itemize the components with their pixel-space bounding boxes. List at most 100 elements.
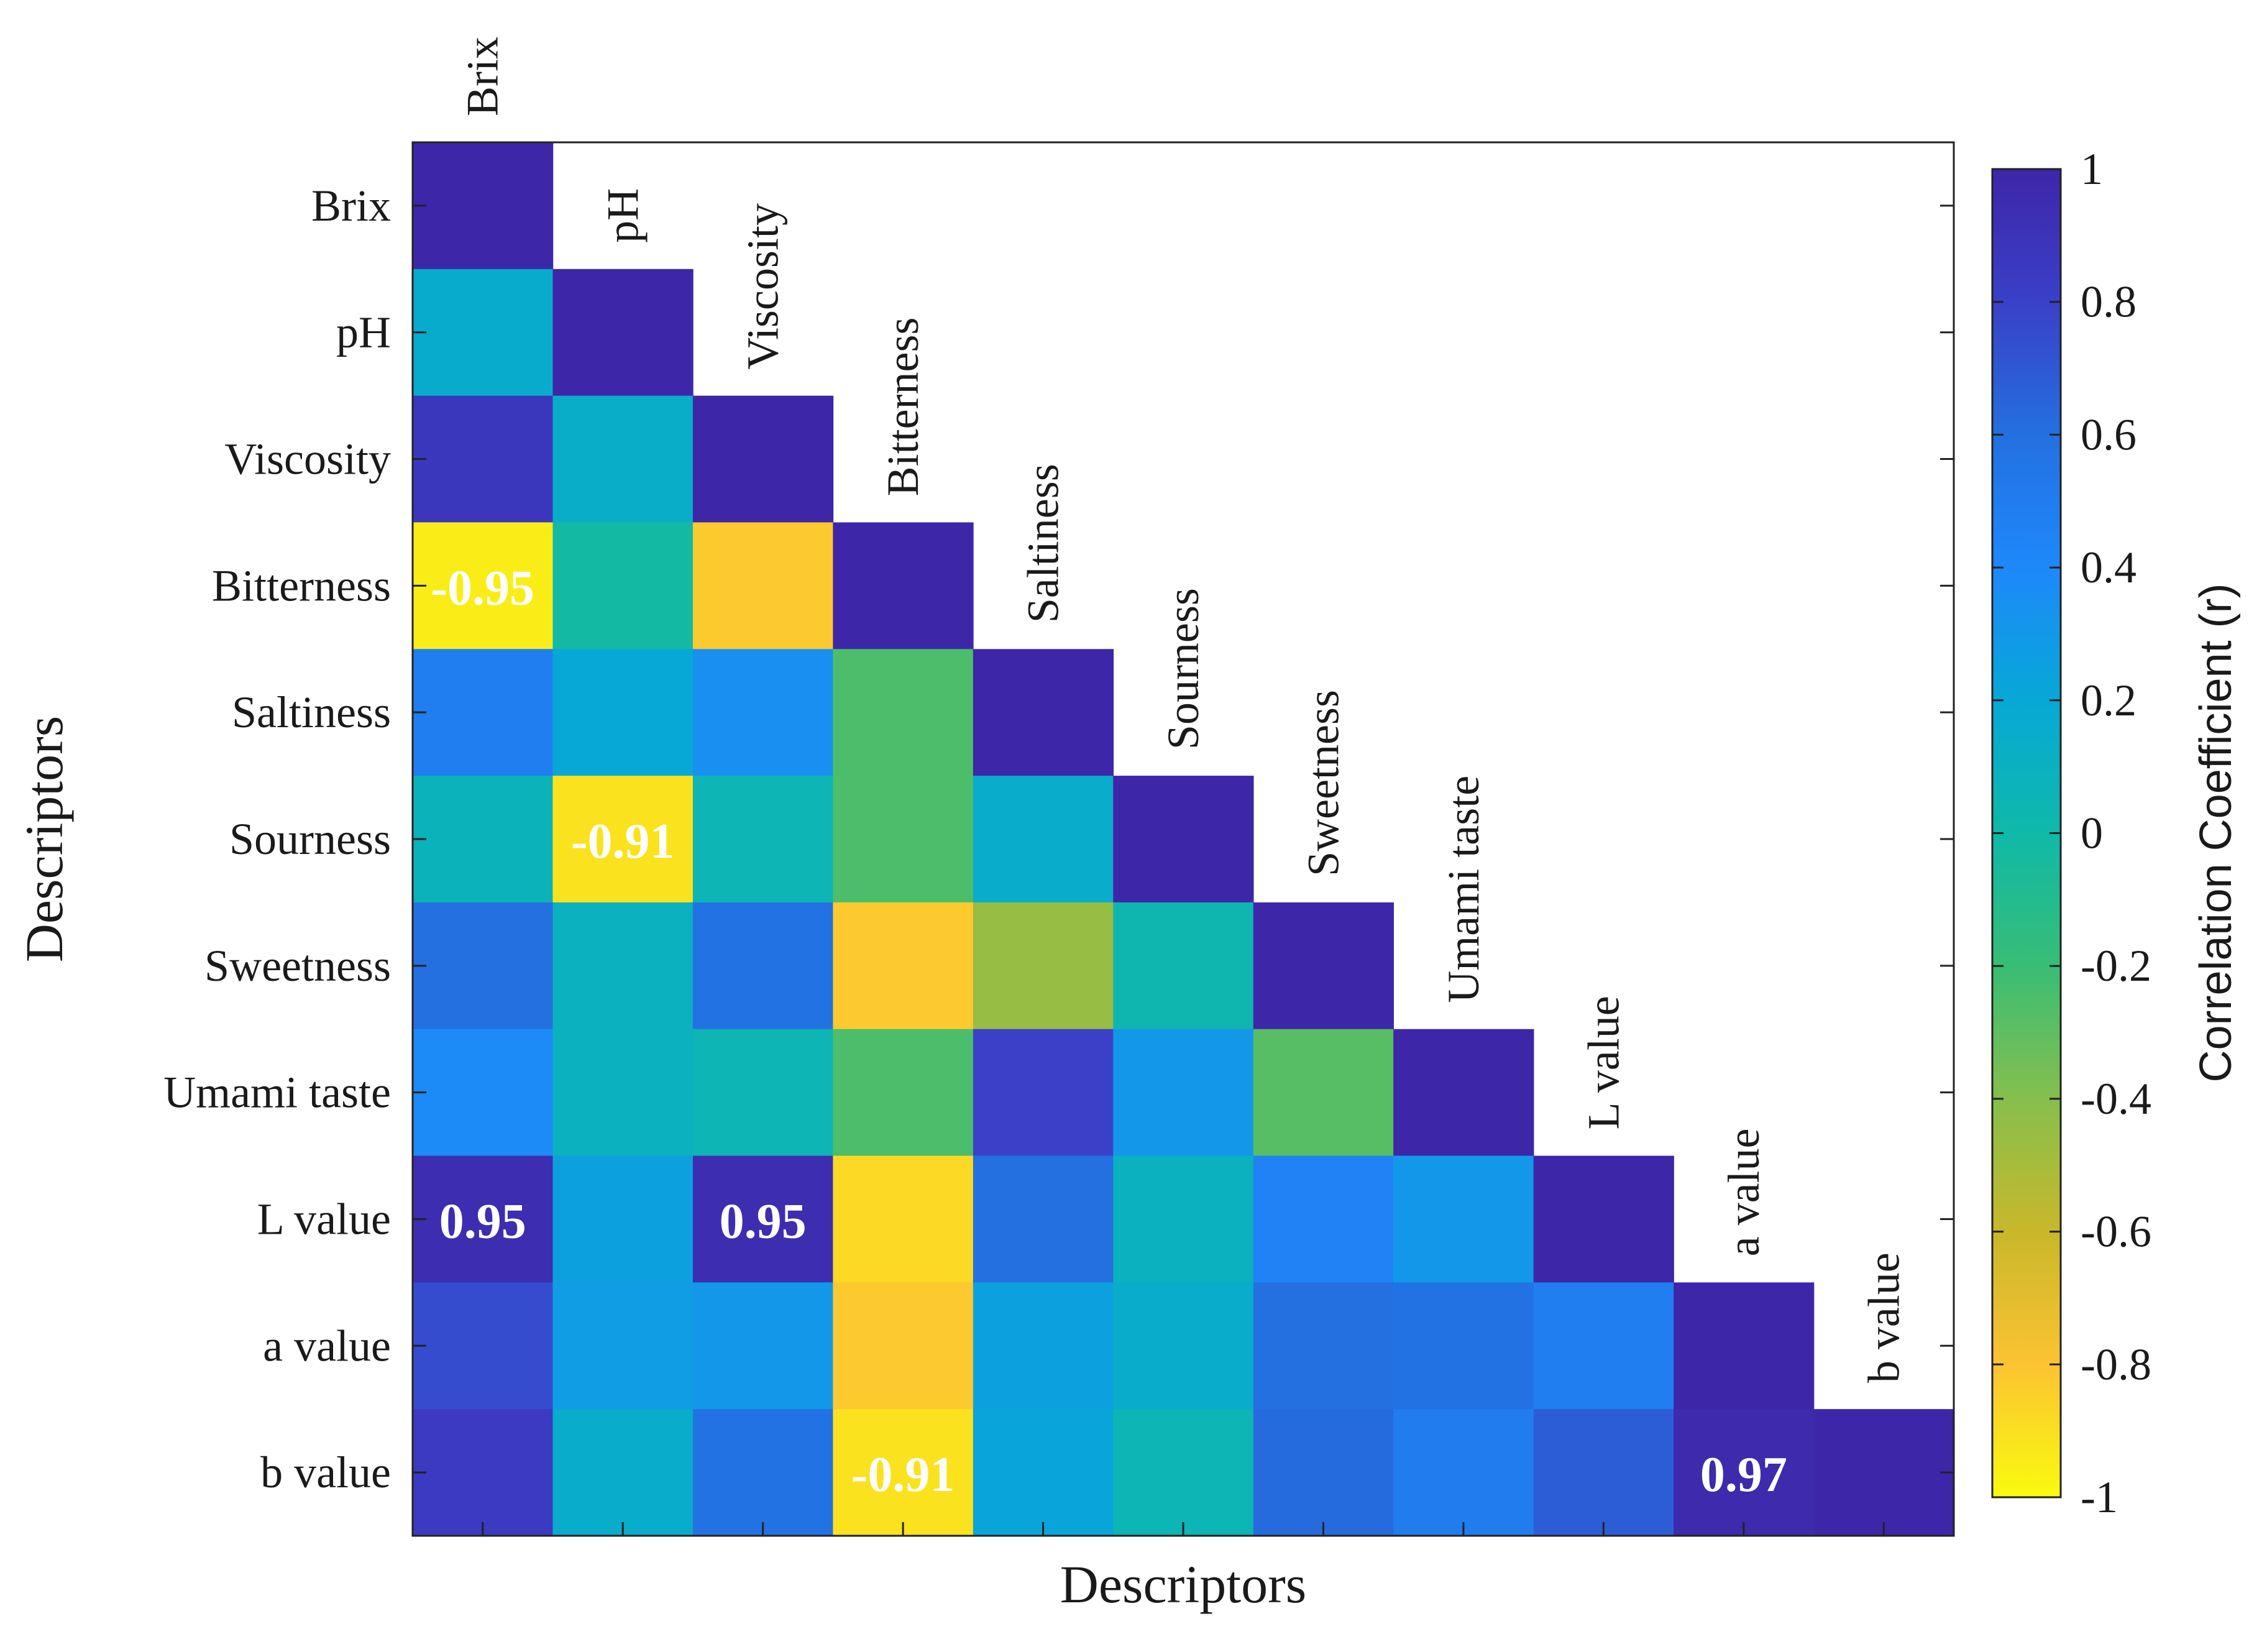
cell-bitterness-viscosity	[692, 522, 834, 650]
colorbar-tick-label: -0.6	[2081, 1207, 2151, 1257]
colorbar-tick-label: -0.2	[2081, 941, 2151, 991]
cell-b-value-l-value	[1533, 1409, 1674, 1536]
cell-a-value-umami-taste	[1393, 1282, 1534, 1410]
y-axis-label: Descriptors	[14, 716, 74, 962]
cell-b-value-saltiness	[973, 1409, 1114, 1536]
annotation-sourness-ph: -0.91	[571, 814, 675, 869]
cell-b-value-bitterness	[833, 1409, 974, 1536]
colorbar-tick-label: 0	[2081, 809, 2103, 858]
row-label-umami-taste: Umami taste	[163, 1068, 391, 1117]
cell-umami-taste-ph	[552, 1029, 694, 1157]
cell-saltiness-saltiness	[973, 649, 1114, 776]
annotation-bitterness-brix: -0.95	[431, 561, 534, 615]
cell-viscosity-viscosity	[692, 395, 834, 523]
cell-umami-taste-sourness	[1113, 1029, 1254, 1157]
cell-sourness-bitterness	[833, 776, 974, 903]
cell-sweetness-ph	[552, 902, 694, 1030]
row-label-viscosity: Viscosity	[224, 434, 391, 484]
cell-l-value-saltiness	[973, 1155, 1114, 1283]
cell-bitterness-brix	[413, 522, 554, 650]
cell-l-value-bitterness	[833, 1155, 974, 1283]
cell-umami-taste-umami-taste	[1393, 1029, 1534, 1157]
cell-b-value-ph	[552, 1409, 694, 1536]
colorbar-tick-label: -1	[2081, 1472, 2118, 1522]
cell-b-value-sourness	[1113, 1409, 1254, 1536]
cell-sweetness-brix	[413, 902, 554, 1030]
cell-l-value-umami-taste	[1393, 1155, 1534, 1283]
cell-sweetness-bitterness	[833, 902, 974, 1030]
cell-sourness-brix	[413, 776, 554, 903]
colorbar-tick-label: -0.8	[2081, 1339, 2151, 1389]
heatmap-cells	[413, 142, 1954, 1536]
cell-a-value-saltiness	[973, 1282, 1114, 1410]
cell-sourness-saltiness	[973, 776, 1114, 903]
colorbar	[1991, 168, 2062, 1498]
cell-l-value-sweetness	[1253, 1155, 1394, 1283]
cell-saltiness-brix	[413, 649, 554, 776]
row-label-ph: pH	[336, 308, 391, 357]
cell-umami-taste-viscosity	[692, 1029, 834, 1157]
cell-a-value-sourness	[1113, 1282, 1254, 1410]
cell-saltiness-ph	[552, 649, 694, 776]
cell-l-value-sourness	[1113, 1155, 1254, 1283]
row-label-a-value: a value	[263, 1321, 391, 1370]
cell-b-value-a-value	[1674, 1409, 1815, 1536]
cell-a-value-bitterness	[833, 1282, 974, 1410]
annotation-b-value-a-value: 0.97	[1700, 1448, 1787, 1502]
col-label-ph: pH	[598, 188, 648, 243]
cell-saltiness-bitterness	[833, 649, 974, 776]
row-label-brix: Brix	[311, 181, 391, 231]
cell-l-value-l-value	[1533, 1155, 1674, 1283]
cell-a-value-l-value	[1533, 1282, 1674, 1410]
row-label-b-value: b value	[260, 1448, 391, 1497]
cell-brix-brix	[413, 142, 554, 270]
x-axis-label: Descriptors	[1060, 1554, 1306, 1614]
cell-annotations: -0.95 -0.91 0.95 0.95 -0.91 0.97	[431, 561, 1787, 1502]
column-tick-labels: Brix pH Viscosity Bitterness Saltiness Sourne…	[458, 37, 1909, 1383]
colorbar-label: Correlation Coefficient (r)	[2191, 584, 2241, 1083]
col-label-sweetness: Sweetness	[1298, 690, 1348, 876]
cell-umami-taste-saltiness	[973, 1029, 1114, 1157]
colorbar-tick-label: 1	[2081, 144, 2103, 194]
cell-sourness-sourness	[1113, 776, 1254, 903]
col-label-brix: Brix	[458, 37, 508, 116]
cell-viscosity-brix	[413, 395, 554, 523]
cell-sweetness-sourness	[1113, 902, 1254, 1030]
cell-l-value-brix	[413, 1155, 554, 1283]
col-label-saltiness: Saltiness	[1019, 464, 1068, 623]
cell-b-value-umami-taste	[1393, 1409, 1534, 1536]
cell-umami-taste-sweetness	[1253, 1029, 1394, 1157]
cell-umami-taste-bitterness	[833, 1029, 974, 1157]
colorbar-tick-label: 0.6	[2081, 410, 2136, 459]
cell-bitterness-bitterness	[833, 522, 974, 650]
cell-b-value-brix	[413, 1409, 554, 1536]
col-label-viscosity: Viscosity	[738, 203, 788, 370]
row-label-sweetness: Sweetness	[204, 941, 391, 991]
cell-ph-brix	[413, 268, 554, 397]
cell-a-value-ph	[552, 1282, 694, 1410]
colorbar-tick-label: -0.4	[2081, 1074, 2151, 1124]
cell-l-value-ph	[552, 1155, 694, 1283]
colorbar-tick-label: 0.2	[2081, 676, 2136, 725]
cell-l-value-viscosity	[692, 1155, 834, 1283]
annotation-l-value-viscosity: 0.95	[720, 1194, 807, 1249]
cell-viscosity-ph	[552, 395, 694, 523]
col-label-a-value: a value	[1719, 1128, 1769, 1256]
colorbar-tick-label: 0.4	[2081, 543, 2136, 592]
col-label-bitterness: Bitterness	[878, 317, 928, 496]
cell-b-value-b-value	[1813, 1409, 1954, 1536]
cell-saltiness-viscosity	[692, 649, 834, 776]
row-label-sourness: Sourness	[229, 814, 391, 864]
cell-sweetness-sweetness	[1253, 902, 1394, 1030]
cell-sourness-ph	[552, 776, 694, 903]
cell-a-value-sweetness	[1253, 1282, 1394, 1410]
cell-a-value-viscosity	[692, 1282, 834, 1410]
cell-umami-taste-brix	[413, 1029, 554, 1157]
cell-bitterness-ph	[552, 522, 694, 650]
row-label-bitterness: Bitterness	[212, 561, 391, 610]
cell-a-value-brix	[413, 1282, 554, 1410]
cell-b-value-sweetness	[1253, 1409, 1394, 1536]
axis-ticks	[413, 204, 1954, 1536]
